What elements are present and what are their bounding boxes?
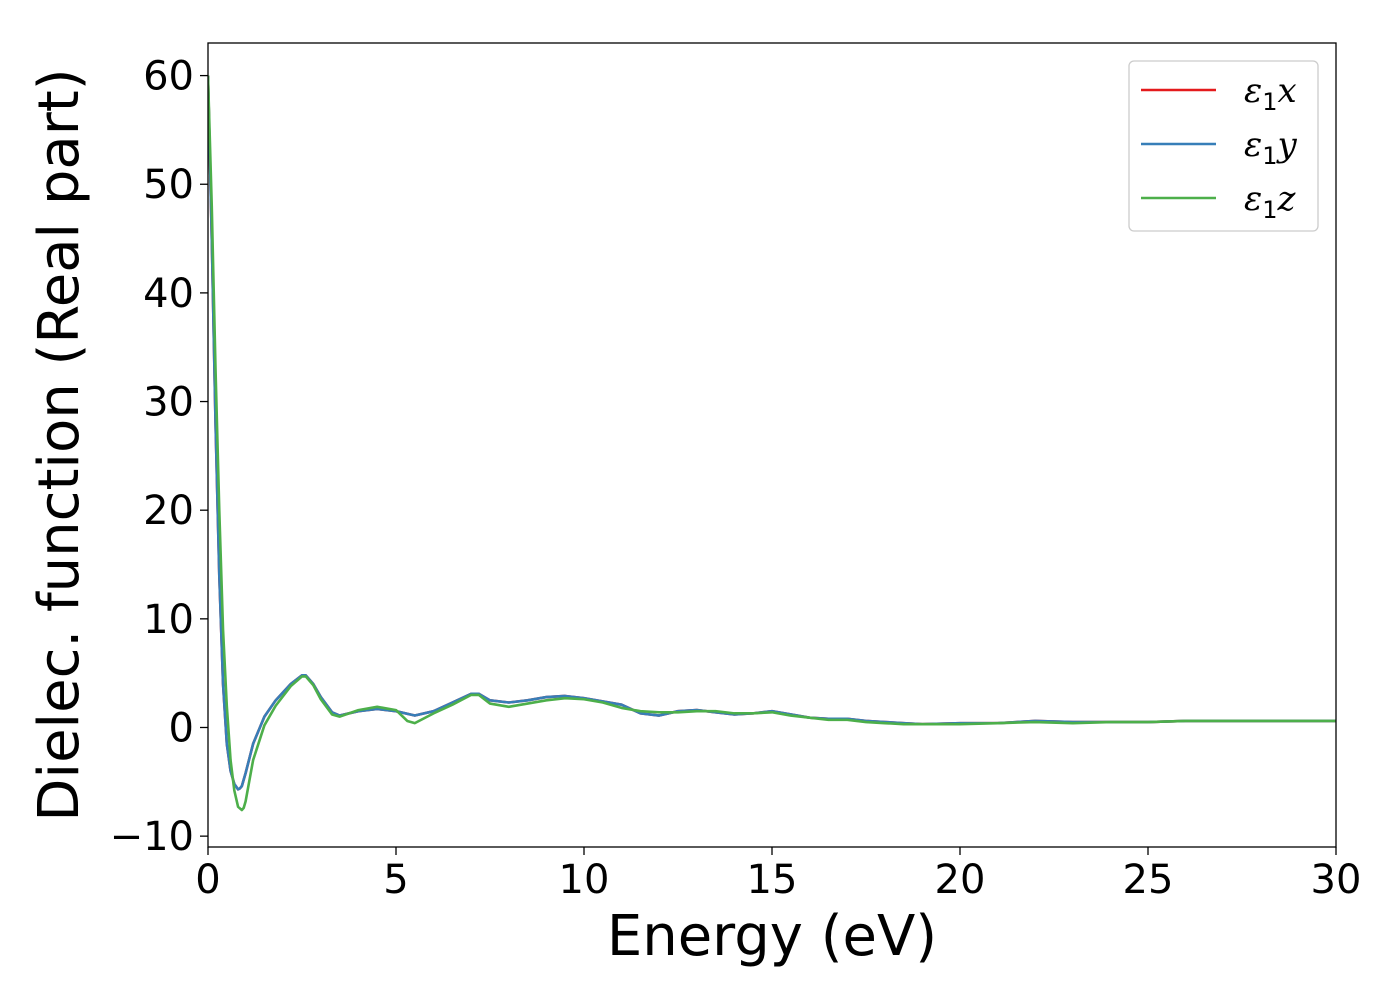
- x-tick-label: 10: [559, 857, 610, 903]
- x-tick-label: 15: [747, 857, 798, 903]
- legend-label-subscript: 1: [1262, 196, 1277, 224]
- legend-label-variable: y: [1276, 125, 1298, 165]
- legend-box: [1128, 60, 1319, 232]
- y-tick-label: 20: [143, 488, 194, 534]
- y-axis-label: Dielec. function (Real part): [27, 68, 92, 821]
- x-tick-label: 20: [935, 857, 986, 903]
- legend-label-base: ε: [1244, 125, 1262, 165]
- legend-label-subscript: 1: [1262, 142, 1277, 170]
- plot-frame: [207, 42, 1337, 848]
- y-tick-label: 0: [169, 705, 194, 751]
- legend-label-y: ε1y: [1244, 125, 1298, 170]
- x-axis-label: Energy (eV): [607, 904, 937, 969]
- series-layer: [208, 75, 1336, 812]
- y-tick-label: 50: [143, 162, 194, 208]
- y-tick-label: 60: [143, 54, 194, 100]
- y-tick-label: −10: [110, 814, 194, 860]
- legend-label-variable: z: [1277, 179, 1297, 219]
- x-tick-label: 25: [1123, 857, 1174, 903]
- legend-label-variable: x: [1278, 71, 1297, 111]
- legend-label-subscript: 1: [1262, 88, 1277, 116]
- y-tick-label: 40: [143, 271, 194, 317]
- legend-label-base: ε: [1244, 179, 1262, 219]
- y-tick-label: 10: [143, 597, 194, 643]
- series-line-z: [208, 75, 1336, 812]
- x-tick-label: 0: [195, 857, 220, 903]
- y-axis-ticks: −10 0 10 20 30 40 50 60: [110, 54, 208, 860]
- x-axis-ticks: 0 5 10 15 20 25 30: [195, 847, 1361, 903]
- legend-label-z: ε1z: [1244, 179, 1297, 224]
- y-tick-label: 30: [143, 380, 194, 426]
- x-tick-label: 5: [383, 857, 408, 903]
- x-tick-label: 30: [1311, 857, 1362, 903]
- legend-label-x: ε1x: [1244, 71, 1297, 116]
- legend-label-base: ε: [1244, 71, 1262, 111]
